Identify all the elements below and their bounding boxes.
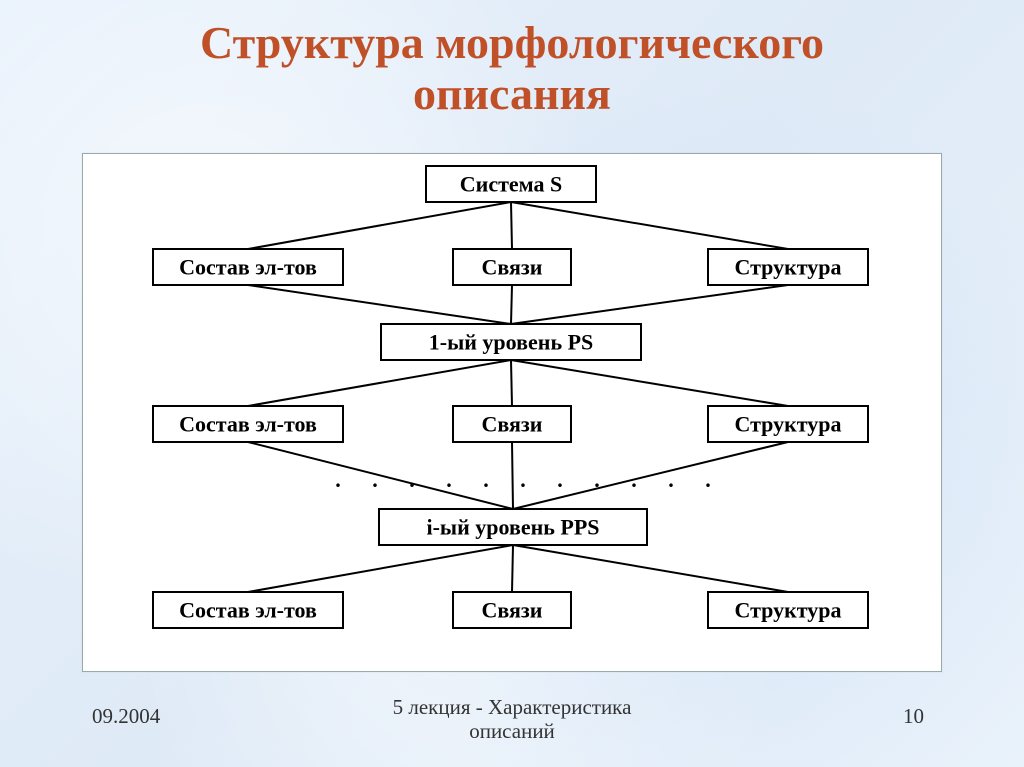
ellipsis-dot: . bbox=[483, 467, 489, 492]
ellipsis-dot: . bbox=[372, 467, 378, 492]
node-label: 1-ый уровень PS bbox=[429, 330, 594, 355]
ellipsis-dot: . bbox=[668, 467, 674, 492]
ellipsis-dot: . bbox=[557, 467, 563, 492]
slide: Структура морфологического описания Сист… bbox=[0, 0, 1024, 767]
diagram-panel: Система S Состав эл-тов Связи Структура 1-ый… bbox=[82, 153, 942, 672]
node-label: Система S bbox=[460, 172, 562, 197]
node-lvl1: 1-ый уровень PS bbox=[381, 324, 641, 360]
edge bbox=[512, 545, 513, 592]
node-label: Состав эл-тов bbox=[179, 255, 317, 280]
edge bbox=[511, 360, 788, 406]
node-label: Структура bbox=[734, 412, 841, 437]
ellipsis-dot: . bbox=[705, 467, 711, 492]
ellipsis-dot: . bbox=[594, 467, 600, 492]
node-label: Состав эл-тов bbox=[179, 412, 317, 437]
edge bbox=[511, 202, 512, 249]
edge bbox=[511, 202, 788, 249]
slide-title: Структура морфологического описания bbox=[0, 18, 1024, 119]
ellipsis-dot: . bbox=[409, 467, 415, 492]
title-line-2: описания bbox=[413, 68, 611, 119]
node-label: Структура bbox=[734, 598, 841, 623]
edge bbox=[511, 285, 788, 324]
ellipsis-dot: . bbox=[520, 467, 526, 492]
edge bbox=[248, 202, 511, 249]
title-line-1: Структура морфологического bbox=[200, 17, 824, 68]
edge bbox=[248, 545, 513, 592]
edge bbox=[248, 360, 511, 406]
node-label: Связи bbox=[482, 598, 543, 623]
node-l1a: Состав эл-тов bbox=[153, 249, 343, 285]
ellipsis-dot: . bbox=[631, 467, 637, 492]
edge bbox=[248, 285, 511, 324]
ellipsis-dot: . bbox=[446, 467, 452, 492]
node-l3b: Связи bbox=[453, 592, 571, 628]
node-label: Структура bbox=[734, 255, 841, 280]
node-label: Связи bbox=[482, 255, 543, 280]
node-label: Состав эл-тов bbox=[179, 598, 317, 623]
footer-center-line-1: 5 лекция - Характеристика bbox=[393, 695, 632, 719]
edge bbox=[513, 442, 788, 509]
footer-center-line-2: описаний bbox=[469, 719, 555, 743]
node-lvli: i-ый уровень PPS bbox=[379, 509, 647, 545]
edge bbox=[511, 285, 512, 324]
node-label: Связи bbox=[482, 412, 543, 437]
footer-center: 5 лекция - Характеристика описаний bbox=[0, 695, 1024, 743]
node-l1b: Связи bbox=[453, 249, 571, 285]
edge bbox=[512, 442, 513, 509]
node-l3c: Структура bbox=[708, 592, 868, 628]
node-l2c: Структура bbox=[708, 406, 868, 442]
edge bbox=[513, 545, 788, 592]
node-l3a: Состав эл-тов bbox=[153, 592, 343, 628]
node-l2a: Состав эл-тов bbox=[153, 406, 343, 442]
node-l2b: Связи bbox=[453, 406, 571, 442]
node-l1c: Структура bbox=[708, 249, 868, 285]
ellipsis-dot: . bbox=[335, 467, 341, 492]
node-label: i-ый уровень PPS bbox=[426, 515, 599, 540]
edge bbox=[511, 360, 512, 406]
diagram-svg: Система S Состав эл-тов Связи Структура 1-ый… bbox=[83, 154, 941, 671]
node-root: Система S bbox=[426, 166, 596, 202]
edge bbox=[248, 442, 513, 509]
footer-page-number: 10 bbox=[903, 704, 924, 729]
